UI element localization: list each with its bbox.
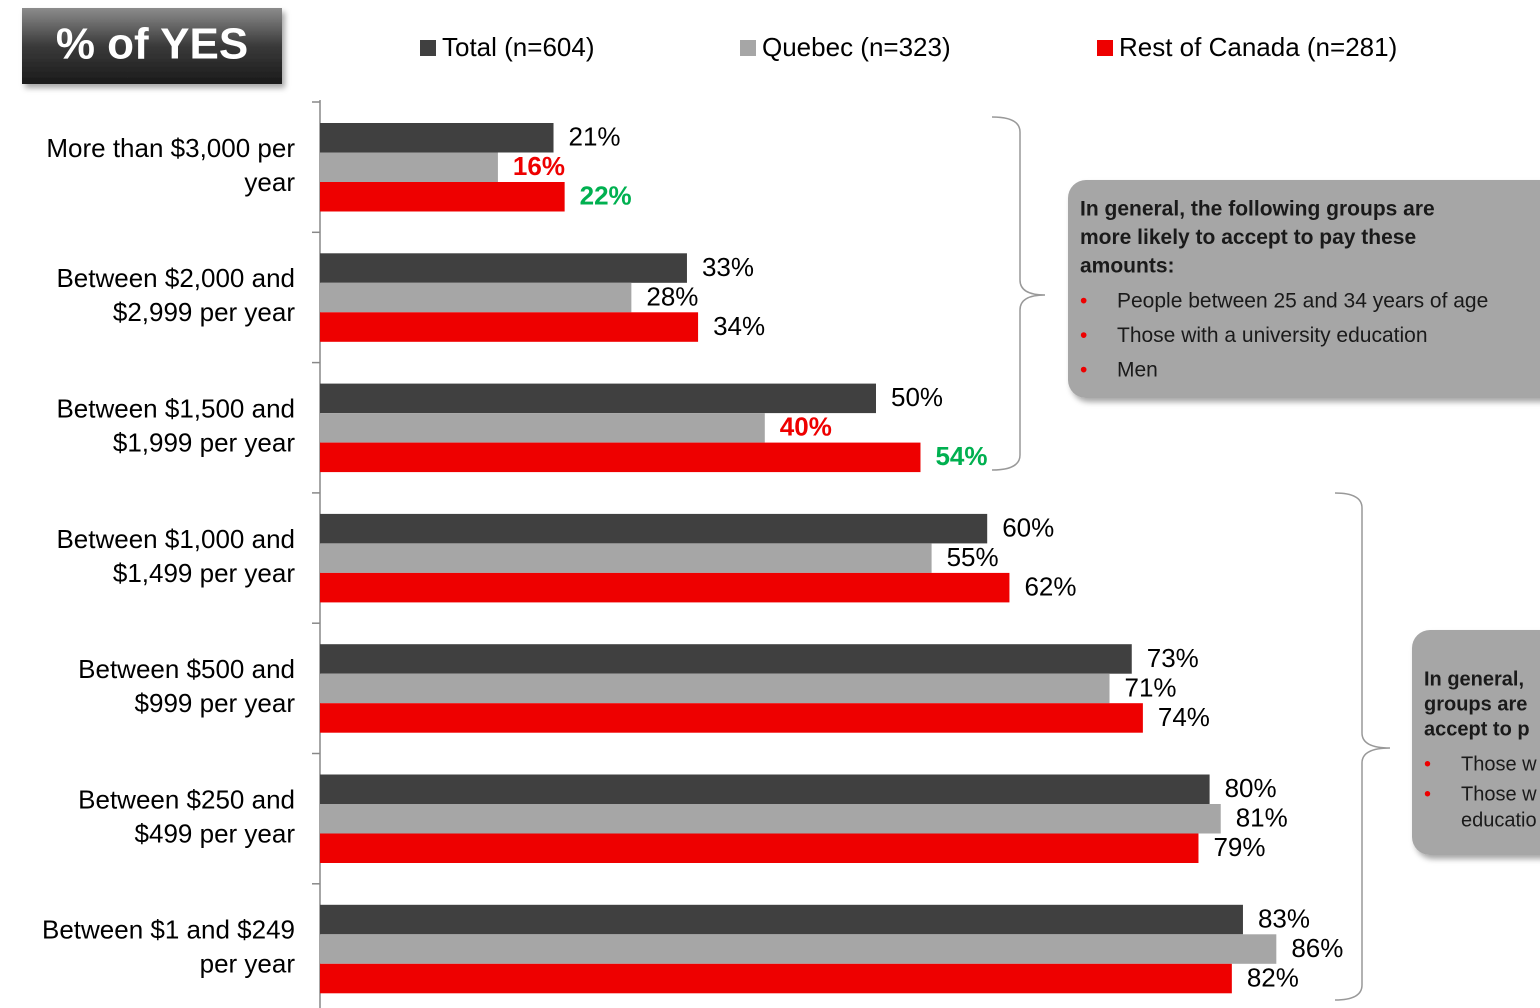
category-label: $1,499 per year [113,558,295,588]
category-label: $2,999 per year [113,297,295,327]
data-label: 86% [1291,933,1343,963]
brace [1334,492,1391,1001]
category-label: Between $1 and $249 [42,915,295,945]
data-label: 83% [1258,903,1310,933]
data-label: 28% [646,281,698,311]
category-label: $1,999 per year [113,427,295,457]
data-label: 54% [935,441,987,471]
data-label: 22% [580,181,632,211]
bar [320,703,1143,733]
category-label: per year [200,949,296,979]
bar [320,152,498,182]
data-label: 33% [702,252,754,282]
legend-label: Total (n=604) [442,32,594,62]
data-label: 50% [891,382,943,412]
legend-swatch [1097,40,1113,56]
annotation-bullet: Men [1117,359,1158,382]
data-label: 82% [1247,962,1299,992]
bar [320,383,876,414]
category-label: Between $2,000 and [56,263,295,293]
data-label: 21% [569,122,621,152]
data-label: 71% [1125,672,1177,702]
bullet-dot: • [1080,324,1087,347]
bar [320,543,932,573]
title-box [22,8,282,84]
data-label: 80% [1225,773,1277,803]
annotation-bullet: Those with a university education [1117,324,1428,347]
bar [320,282,632,313]
data-label: 74% [1158,702,1210,732]
bar [320,253,687,283]
category-label: Between $500 and [78,654,295,684]
data-label: 81% [1236,803,1288,833]
annotation-heading: In general, [1424,668,1524,690]
category-label: Between $1,000 and [56,524,295,554]
data-label: 55% [947,542,999,572]
legend-label: Rest of Canada (n=281) [1119,32,1397,62]
bullet-dot: • [1080,359,1087,382]
data-label: 62% [1024,572,1076,602]
legend-swatch [740,40,756,56]
annotation-box [1068,180,1540,398]
category-label: $499 per year [135,818,296,848]
bar [320,774,1210,804]
annotation-heading: In general, the following groups are [1080,198,1435,221]
data-label: 79% [1213,832,1265,862]
data-label: 16% [513,151,565,181]
data-label: 73% [1147,643,1199,673]
bar [320,963,1232,994]
bar [320,934,1277,964]
bar [320,413,765,443]
annotation-heading: accept to p [1424,718,1530,740]
annotation-heading: more likely to accept to pay these [1080,226,1416,249]
bullet-dot: • [1424,753,1431,775]
chart-title: % of YES [56,20,248,69]
data-label: 60% [1002,513,1054,543]
bar [320,123,554,153]
bar [320,442,921,473]
category-label: Between $1,500 and [56,393,295,423]
legend-swatch [420,40,436,56]
bar [320,804,1221,834]
bar [320,673,1110,704]
category-label: More than $3,000 per [46,133,295,163]
annotation-bullet: People between 25 and 34 years of age [1117,290,1488,313]
annotation-box [1412,630,1540,855]
brace [991,116,1046,471]
bar [320,513,988,544]
annotation-heading: groups are [1424,693,1527,715]
category-label: year [244,167,295,197]
annotation-bullet: educatio [1461,809,1537,831]
bar [320,572,1010,603]
category-label: $999 per year [135,688,296,718]
data-label: 34% [713,311,765,341]
bar [320,312,699,342]
annotation-heading: amounts: [1080,255,1175,278]
bullet-dot: • [1080,290,1087,313]
bar [320,904,1243,935]
data-label: 40% [780,412,832,442]
bar [320,644,1132,674]
bullet-dot: • [1424,783,1431,805]
category-label: Between $250 and [78,784,295,814]
bar [320,182,565,212]
legend-label: Quebec (n=323) [762,32,951,62]
annotation-bullet: Those w [1461,783,1537,805]
annotation-bullet: Those w [1461,753,1537,775]
bar [320,833,1199,863]
